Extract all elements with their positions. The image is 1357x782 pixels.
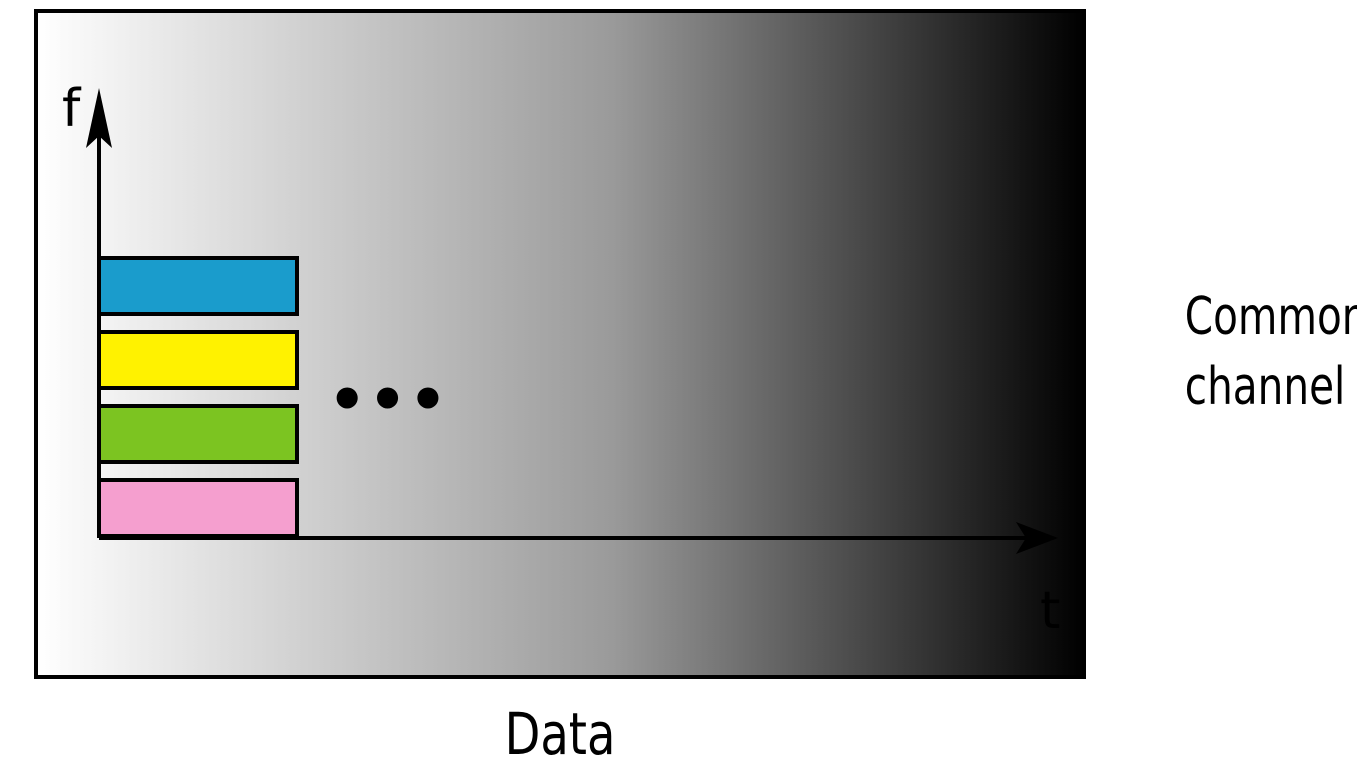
frequency-axis-label: f [62, 79, 82, 139]
more-bands-ellipsis: ••• [328, 365, 449, 435]
frequency-band-yellow [97, 330, 299, 390]
frequency-band-blue [97, 256, 299, 316]
data-caption: Data [504, 700, 616, 768]
common-channel-label-line2: channel [1184, 357, 1346, 417]
common-channel-label-line1: Common [1184, 287, 1357, 347]
time-axis-label: t [1040, 581, 1060, 641]
frequency-band-pink [97, 478, 299, 538]
frequency-axis-arrowhead [86, 88, 112, 148]
time-axis-arrowhead [1016, 522, 1058, 554]
frequency-band-green [97, 404, 299, 464]
common-channel-label: Common channel [1184, 282, 1357, 422]
